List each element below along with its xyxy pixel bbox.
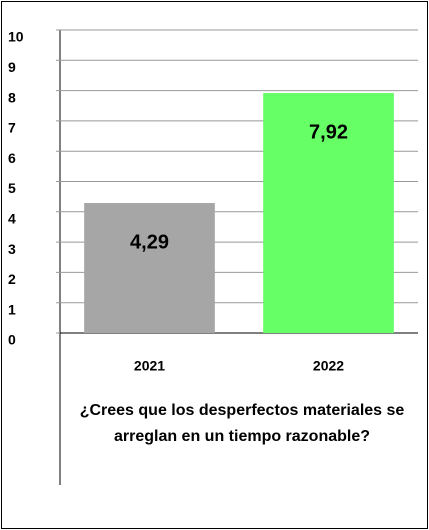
y-tick-label: 6 bbox=[8, 150, 16, 166]
data-label: 4,29 bbox=[130, 231, 169, 253]
y-tick-label: 10 bbox=[8, 29, 24, 45]
bar bbox=[263, 93, 394, 333]
y-tick-label: 2 bbox=[8, 271, 16, 287]
bar bbox=[84, 203, 215, 333]
x-tick-label: 2022 bbox=[313, 358, 344, 374]
y-tick-label: 9 bbox=[8, 59, 16, 75]
y-tick-label: 3 bbox=[8, 241, 16, 257]
y-tick-label: 5 bbox=[8, 180, 16, 196]
y-tick-label: 1 bbox=[8, 301, 16, 317]
x-tick-label: 2021 bbox=[134, 358, 165, 374]
y-tick-label: 8 bbox=[8, 89, 16, 105]
y-tick-label: 4 bbox=[8, 211, 16, 227]
y-tick-label: 7 bbox=[8, 120, 16, 136]
data-label: 7,92 bbox=[309, 121, 348, 143]
x-axis-label: ¿Crees que los desperfectos materiales s… bbox=[79, 402, 405, 445]
y-tick-label: 0 bbox=[8, 332, 16, 348]
